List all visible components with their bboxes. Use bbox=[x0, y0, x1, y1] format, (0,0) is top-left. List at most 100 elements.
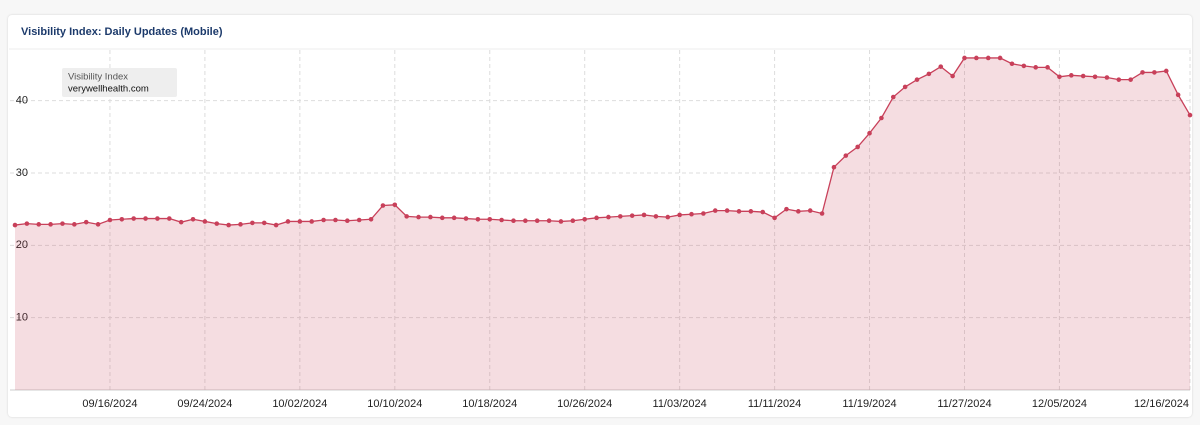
point bbox=[72, 222, 77, 227]
point bbox=[1104, 75, 1110, 80]
point bbox=[748, 209, 754, 214]
x-tick-label: 12/16/2024 bbox=[1134, 398, 1189, 410]
point bbox=[392, 202, 398, 208]
point bbox=[570, 218, 576, 224]
point bbox=[712, 208, 718, 213]
point bbox=[914, 77, 920, 82]
x-tick-label: 10/26/2024 bbox=[557, 398, 612, 410]
point bbox=[309, 219, 315, 224]
point bbox=[356, 217, 362, 223]
point bbox=[558, 219, 564, 224]
legend-entry: verywellhealth.com bbox=[68, 84, 149, 95]
point bbox=[879, 115, 884, 121]
point bbox=[760, 209, 766, 215]
point bbox=[83, 219, 89, 225]
point bbox=[689, 211, 694, 217]
point bbox=[594, 215, 599, 221]
point bbox=[155, 216, 160, 221]
point bbox=[997, 55, 1003, 61]
point bbox=[1092, 74, 1098, 80]
x-tick-label: 12/05/2024 bbox=[1032, 398, 1087, 410]
point bbox=[950, 73, 955, 79]
point bbox=[1140, 70, 1145, 75]
point bbox=[831, 164, 837, 170]
chart-title: Visibility Index: Daily Updates (Mobile) bbox=[21, 26, 223, 38]
point bbox=[546, 218, 552, 224]
point bbox=[178, 219, 184, 225]
point bbox=[582, 216, 587, 222]
x-tick-label: 11/19/2024 bbox=[842, 398, 896, 410]
point bbox=[107, 217, 113, 223]
point bbox=[618, 214, 623, 219]
point bbox=[962, 55, 967, 61]
point bbox=[1057, 74, 1062, 80]
point bbox=[701, 211, 706, 216]
point bbox=[321, 217, 326, 223]
point bbox=[273, 222, 279, 228]
point bbox=[985, 55, 991, 61]
point bbox=[784, 206, 789, 212]
point bbox=[499, 217, 504, 223]
point bbox=[902, 84, 908, 90]
point bbox=[487, 216, 493, 222]
point bbox=[534, 218, 540, 224]
x-tick-label: 10/02/2024 bbox=[272, 398, 327, 410]
point bbox=[131, 216, 136, 221]
point bbox=[475, 216, 481, 222]
y-tick-label: 10 bbox=[16, 312, 28, 324]
point bbox=[724, 208, 730, 213]
point bbox=[36, 222, 42, 227]
point bbox=[843, 153, 849, 158]
point bbox=[819, 211, 825, 216]
point bbox=[463, 216, 469, 221]
point bbox=[368, 216, 374, 222]
point bbox=[60, 221, 65, 226]
legend-box bbox=[62, 68, 177, 97]
point bbox=[416, 214, 421, 220]
point bbox=[926, 71, 932, 77]
y-tick-label: 20 bbox=[16, 239, 28, 251]
point bbox=[333, 217, 338, 223]
point bbox=[345, 218, 350, 224]
point bbox=[511, 218, 516, 224]
point bbox=[166, 216, 172, 221]
point bbox=[1009, 61, 1015, 67]
point bbox=[1128, 77, 1133, 82]
plot: 10 20 30 40 09/16/2024 09/24/2024 10/02/2024 10… bbox=[10, 50, 1193, 410]
point bbox=[641, 212, 647, 218]
point bbox=[890, 94, 896, 100]
x-tick-label: 10/18/2024 bbox=[462, 398, 517, 410]
point bbox=[48, 222, 53, 227]
point bbox=[12, 222, 18, 228]
point bbox=[261, 220, 267, 226]
point bbox=[523, 218, 528, 224]
point bbox=[190, 216, 196, 222]
point bbox=[1152, 70, 1157, 75]
point bbox=[250, 220, 255, 226]
point bbox=[653, 214, 659, 219]
area bbox=[15, 57, 1190, 390]
point bbox=[855, 144, 860, 150]
point bbox=[428, 214, 433, 220]
x-tick-label: 11/11/2024 bbox=[748, 398, 801, 410]
point bbox=[1080, 73, 1086, 79]
point bbox=[796, 209, 801, 214]
x-tick-label: 11/03/2024 bbox=[653, 398, 707, 410]
x-tick-label: 10/10/2024 bbox=[367, 398, 422, 410]
point bbox=[606, 214, 611, 220]
x-tick-label: 09/16/2024 bbox=[82, 398, 137, 410]
y-tick-label: 40 bbox=[16, 95, 28, 107]
y-tick-label: 30 bbox=[16, 167, 28, 179]
point bbox=[1021, 63, 1027, 69]
point bbox=[867, 130, 872, 136]
point bbox=[938, 64, 944, 69]
point bbox=[238, 222, 243, 227]
point bbox=[629, 213, 635, 218]
point bbox=[95, 222, 101, 227]
point bbox=[143, 216, 148, 221]
point bbox=[807, 208, 813, 213]
point bbox=[974, 55, 979, 61]
point bbox=[119, 216, 125, 222]
